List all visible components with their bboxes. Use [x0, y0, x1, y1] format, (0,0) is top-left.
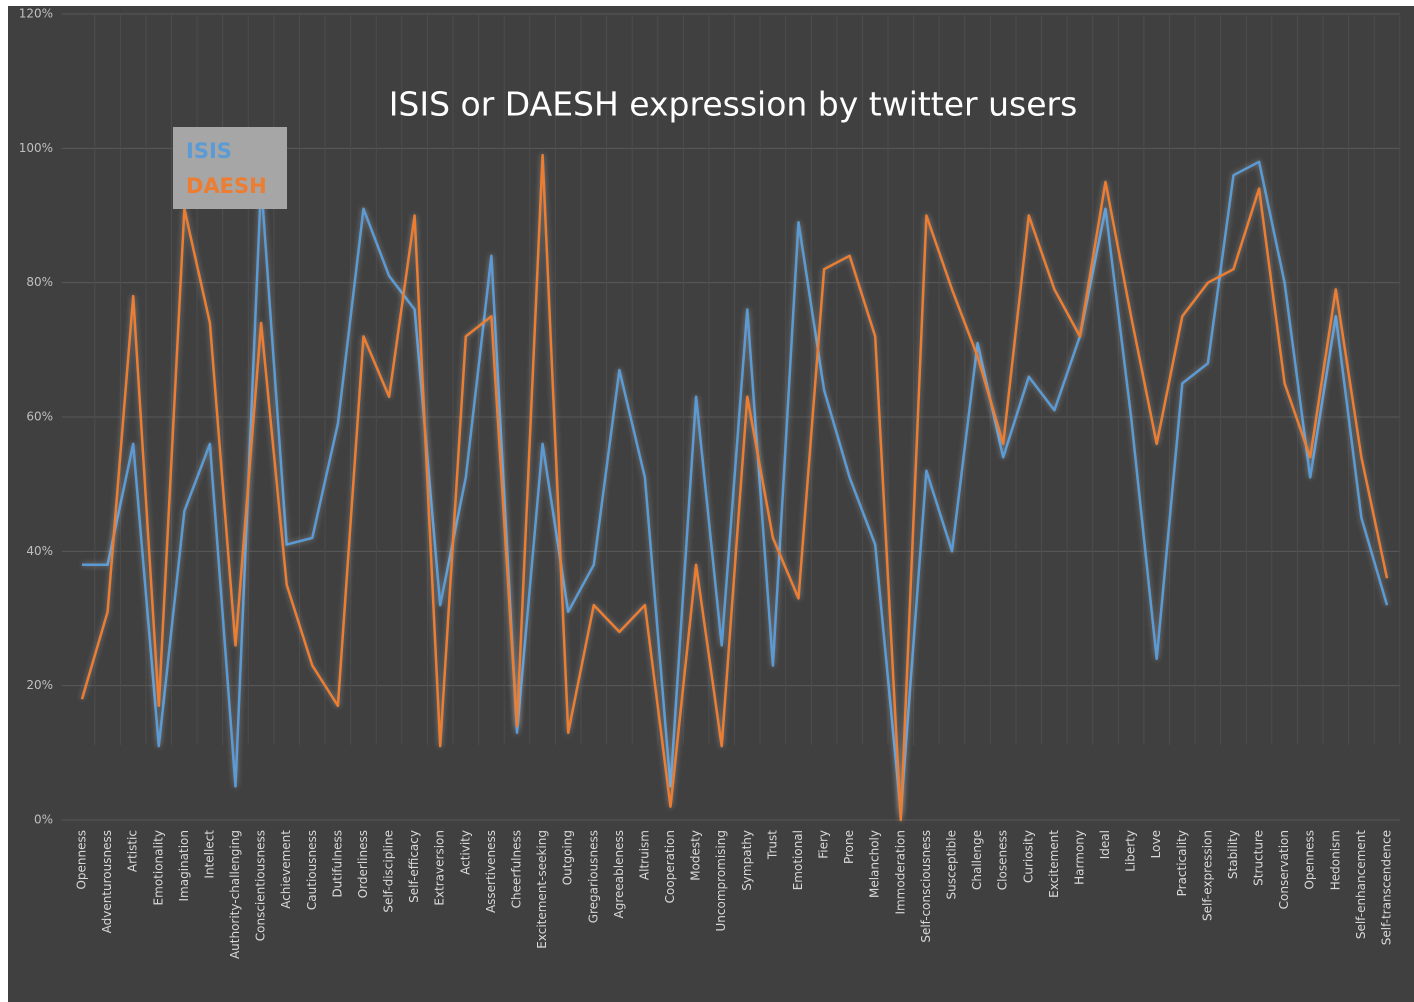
- x-tick-label: Ideal: [1098, 830, 1112, 859]
- y-tick-label: 80%: [26, 275, 53, 289]
- x-tick-label: Excitement-seeking: [535, 830, 549, 949]
- x-tick-label: Trust: [765, 830, 779, 860]
- x-tick-label: Activity: [458, 830, 472, 875]
- x-tick-label: Self-consciousness: [919, 830, 933, 943]
- x-tick-label: Harmony: [1072, 830, 1086, 885]
- x-tick-label: Melancholy: [868, 830, 882, 898]
- x-tick-label: Sympathy: [740, 830, 754, 891]
- legend-box: [173, 127, 287, 209]
- x-tick-label: Self-enhancement: [1354, 830, 1368, 939]
- y-tick-label: 120%: [19, 7, 53, 21]
- x-tick-label: Intellect: [202, 830, 216, 879]
- x-tick-label: Openness: [1303, 830, 1317, 890]
- chart-title: ISIS or DAESH expression by twitter user…: [389, 85, 1078, 124]
- series-line: [82, 160, 1389, 815]
- x-tick-label: Hedonism: [1328, 830, 1342, 890]
- x-tick-label: Orderliness: [356, 830, 370, 898]
- x-tick-label: Fiery: [817, 830, 831, 859]
- x-tick-label: Cautiousness: [305, 830, 319, 910]
- x-tick-label: Dutifulness: [330, 830, 344, 898]
- x-tick-label: Cooperation: [663, 830, 677, 903]
- x-tick-label: Agreeableness: [612, 830, 626, 918]
- x-tick-label: Excitement: [1047, 830, 1061, 898]
- x-tick-label: Imagination: [177, 830, 191, 901]
- x-tick-label: Practicality: [1175, 830, 1189, 896]
- legend-label: DAESH: [186, 174, 267, 198]
- x-tick-label: Love: [1149, 830, 1163, 858]
- x-tick-label: Modesty: [689, 830, 703, 881]
- x-tick-label: Adventurousness: [100, 830, 114, 933]
- x-tick-label: Immoderation: [893, 830, 907, 915]
- y-tick-label: 40%: [26, 544, 53, 558]
- x-tick-label: Stability: [1226, 830, 1240, 879]
- lines: [80, 153, 1389, 822]
- x-tick-label: Cheerfulness: [510, 830, 524, 908]
- x-tick-label: Susceptible: [945, 830, 959, 899]
- x-tick-label: Structure: [1252, 830, 1266, 886]
- y-tick-label: 20%: [26, 678, 53, 692]
- x-tick-label: Self-discipline: [382, 830, 396, 913]
- x-tick-label: Achievement: [279, 830, 293, 909]
- x-tick-label: Assertiveness: [484, 830, 498, 913]
- x-tick-label: Challenge: [970, 830, 984, 890]
- y-tick-label: 0%: [34, 813, 53, 827]
- x-tick-label: Conservation: [1277, 830, 1291, 909]
- legend: ISIS DAESH: [173, 127, 287, 209]
- legend-label: ISIS: [186, 139, 232, 163]
- x-tick-label: Uncompromising: [714, 830, 728, 931]
- x-tick-label: Self-efficacy: [407, 830, 421, 903]
- x-tick-label: Emotionality: [151, 830, 165, 905]
- x-tick-label: Artistic: [126, 830, 140, 872]
- x-tick-label: Extraversion: [433, 830, 447, 906]
- x-tick-label: Self-transcendence: [1380, 830, 1394, 945]
- x-tick-label: Authority-challenging: [228, 830, 242, 959]
- x-tick-label: Openness: [75, 830, 89, 890]
- x-tick-label: Conscientiousness: [254, 830, 268, 941]
- x-tick-label: Altruism: [637, 830, 651, 880]
- x-tick-label: Liberty: [1124, 830, 1138, 872]
- x-tick-label: Emotional: [791, 830, 805, 890]
- series-line: [80, 153, 1389, 822]
- y-tick-label: 100%: [19, 141, 53, 155]
- x-tick-label: Outgoing: [561, 830, 575, 885]
- x-tick-label: Closeness: [996, 830, 1010, 890]
- x-tick-label: Gregariousness: [586, 830, 600, 923]
- x-tick-label: Curiosity: [1021, 830, 1035, 883]
- x-tick-label: Self-expression: [1200, 830, 1214, 921]
- y-tick-label: 60%: [26, 410, 53, 424]
- x-tick-label: Prone: [842, 830, 856, 864]
